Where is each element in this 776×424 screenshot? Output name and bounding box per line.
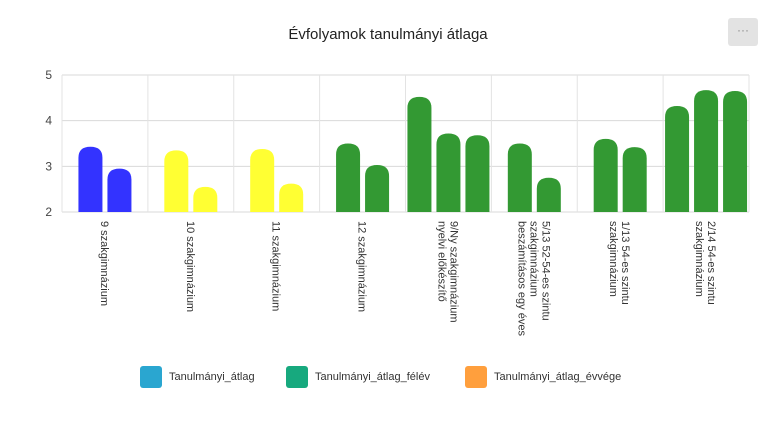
bar (593, 138, 618, 212)
bar (365, 164, 390, 212)
x-tick-label: 10 szakgimnázium (184, 221, 196, 312)
legend-item-tanulmanyi-atlag-felev[interactable]: Tanulmányi_átlag_félév (286, 366, 430, 388)
chart-title: Évfolyamok tanulmányi átlaga (288, 26, 488, 43)
ellipsis-icon: ··· (737, 23, 749, 37)
bar (507, 143, 532, 212)
bar (279, 183, 304, 212)
bar (622, 147, 647, 212)
x-tick-label: 11 szakgimnázium (270, 221, 282, 311)
legend-item-tanulmanyi-atlag-evvege[interactable]: Tanulmányi_átlag_évvége (465, 366, 621, 388)
x-tick-label: 5/13 52-54-es szintuszakgimnáziumbeszámí… (515, 221, 551, 336)
bar (193, 186, 218, 212)
bar (78, 146, 103, 212)
bar (723, 90, 748, 212)
legend-swatch (286, 366, 308, 388)
bar (164, 150, 189, 212)
x-tick-label: 9/Ny szakgimnáziumnyelvi előkészítő (435, 221, 459, 322)
bar (694, 90, 719, 212)
y-tick-label: 5 (45, 68, 52, 82)
bar (336, 143, 361, 212)
legend-label: Tanulmányi_átlag_évvége (494, 371, 622, 383)
bar (536, 177, 561, 212)
bar (407, 96, 432, 212)
x-tick-label: 1/13 54-es szintuszakgimnázium (607, 221, 631, 305)
legend-label: Tanulmányi_átlag_félév (315, 371, 430, 383)
legend-swatch (140, 366, 162, 388)
x-tick-label: 9 szakgimnázium (98, 221, 110, 306)
legend-label: Tanulmányi_átlag (169, 371, 255, 383)
x-tick-label: 2/14 54-es szintuszakgimnázium (693, 221, 717, 305)
bar (436, 133, 461, 212)
bar (250, 148, 275, 212)
x-tick-label: 12 szakgimnázium (356, 221, 368, 312)
legend-item-tanulmanyi-atlag[interactable]: Tanulmányi_átlag (140, 366, 255, 388)
bar (107, 168, 132, 212)
bar (465, 135, 490, 212)
legend-swatch (465, 366, 487, 388)
y-tick-label: 2 (45, 205, 52, 219)
y-tick-label: 3 (45, 159, 52, 173)
y-tick-label: 4 (45, 114, 52, 128)
bar (665, 106, 690, 212)
chart-menu-button[interactable]: ··· (728, 18, 758, 46)
